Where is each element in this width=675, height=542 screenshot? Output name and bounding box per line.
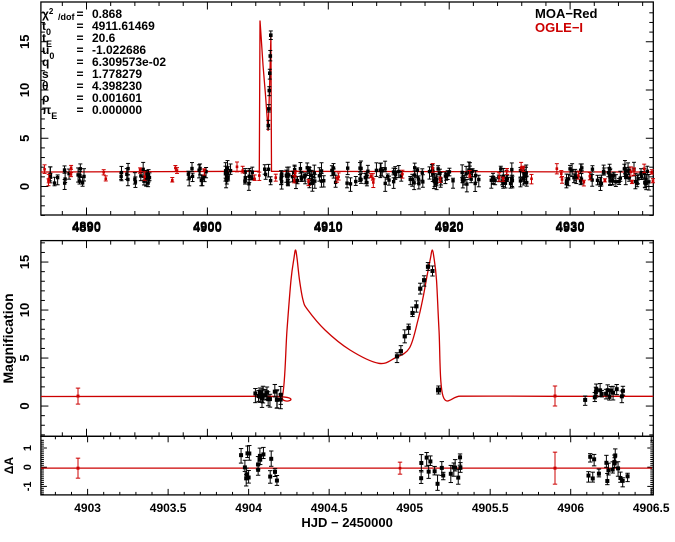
svg-text:ΔA: ΔA [2, 457, 16, 475]
svg-text:4904.5: 4904.5 [311, 501, 348, 515]
svg-text:4910: 4910 [314, 219, 343, 234]
svg-text:/dof: /dof [58, 12, 75, 22]
svg-text:15: 15 [17, 255, 32, 269]
svg-text:4920: 4920 [435, 219, 464, 234]
svg-text:0.000000: 0.000000 [92, 103, 142, 117]
svg-text:4906.5: 4906.5 [633, 501, 670, 515]
svg-text:-1: -1 [22, 482, 34, 492]
svg-text:4905: 4905 [396, 501, 423, 515]
svg-text:4904: 4904 [235, 501, 262, 515]
svg-text:0: 0 [17, 183, 32, 190]
svg-text:4900: 4900 [193, 219, 222, 234]
svg-text:10: 10 [17, 303, 32, 317]
svg-text:4905.5: 4905.5 [472, 501, 509, 515]
svg-text:0: 0 [22, 464, 34, 470]
svg-text:5: 5 [17, 135, 32, 142]
svg-text:0: 0 [17, 402, 32, 409]
svg-text:4890: 4890 [72, 219, 101, 234]
svg-text:OGLE−I: OGLE−I [535, 20, 583, 35]
svg-text:10: 10 [17, 83, 32, 97]
svg-text:4903: 4903 [74, 501, 101, 515]
svg-text:4906: 4906 [557, 501, 584, 515]
svg-text:1: 1 [22, 445, 34, 451]
svg-text:Magnification: Magnification [0, 293, 16, 383]
svg-text:MOA−Red: MOA−Red [535, 6, 598, 21]
svg-text:=: = [76, 103, 83, 117]
svg-text:HJD − 2450000: HJD − 2450000 [301, 515, 392, 530]
svg-text:5: 5 [17, 354, 32, 361]
svg-text:15: 15 [17, 35, 32, 49]
svg-text:4930: 4930 [556, 219, 585, 234]
svg-text:4903.5: 4903.5 [150, 501, 187, 515]
